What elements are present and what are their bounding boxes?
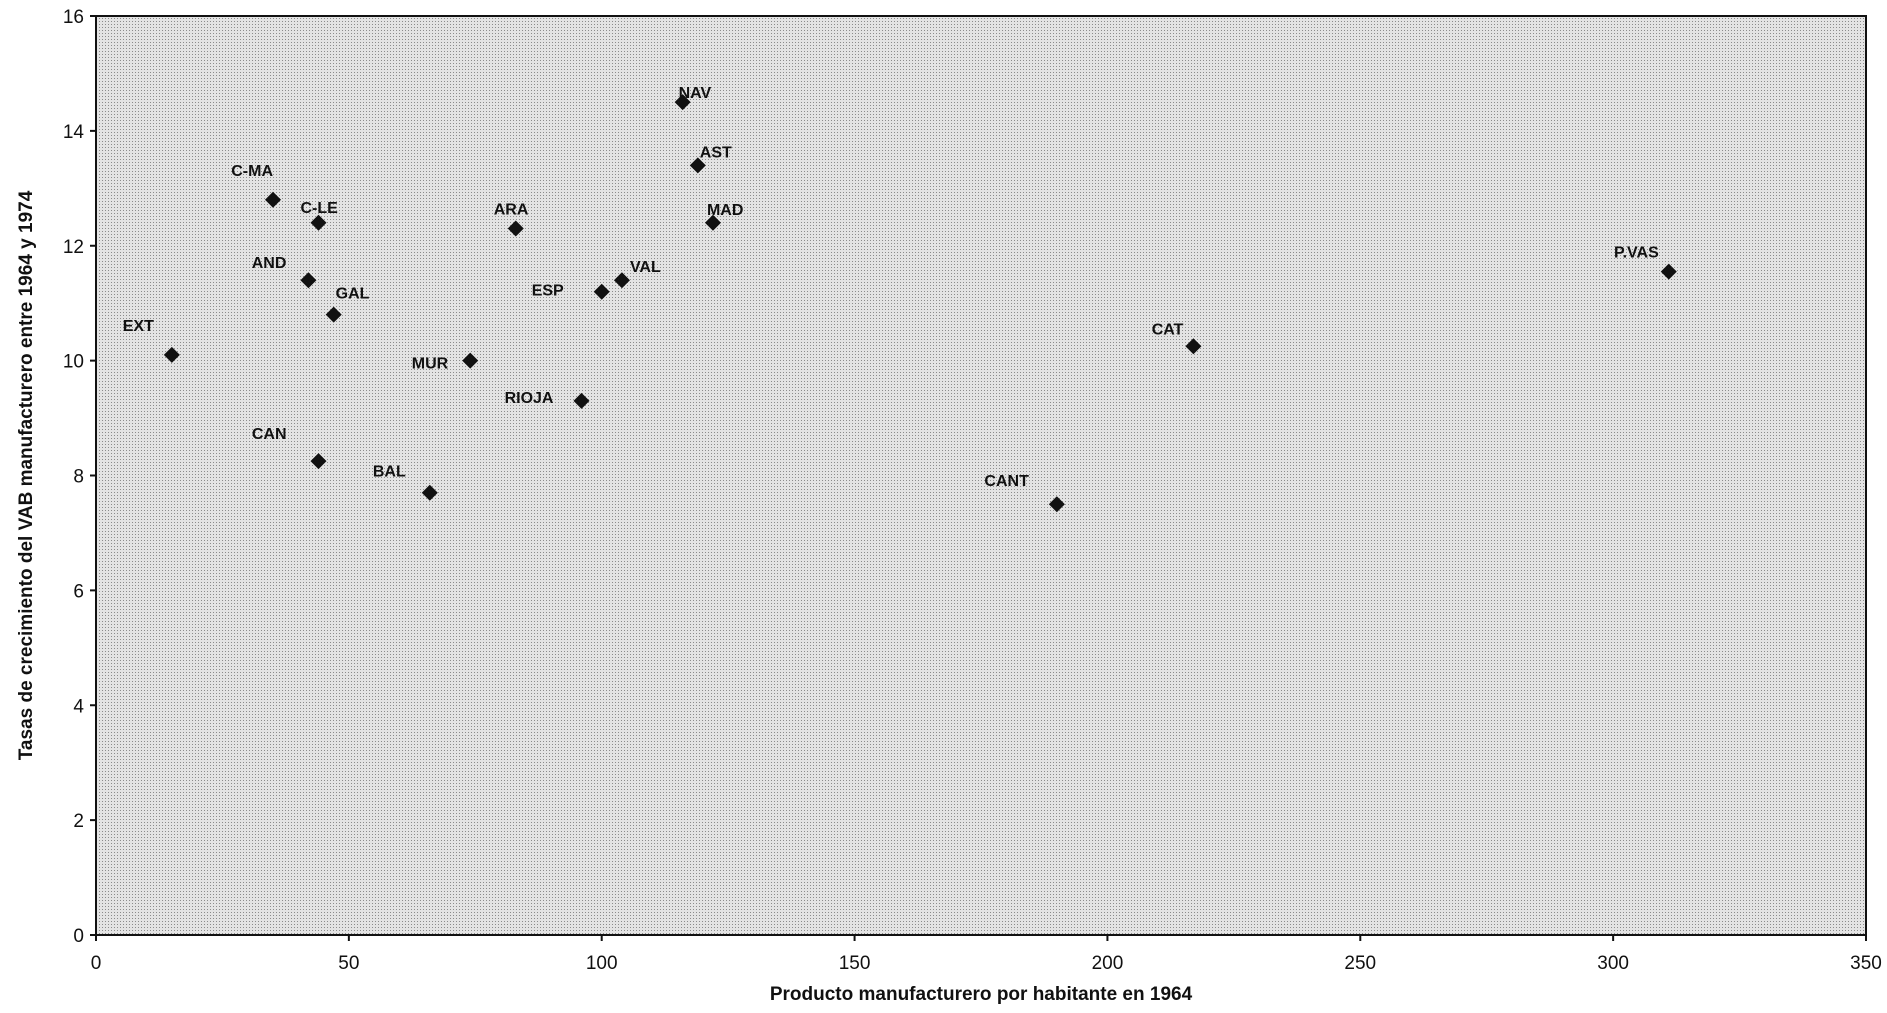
data-point-marker	[421, 484, 438, 501]
data-point-label: C-MA	[231, 163, 273, 180]
data-point-label: RIOJA	[505, 390, 554, 407]
x-tick-label: 50	[338, 953, 359, 974]
data-point-marker	[593, 283, 610, 300]
y-tick-label: 4	[73, 696, 84, 717]
data-point-label: NAV	[679, 85, 712, 102]
data-point-label: CANT	[984, 473, 1029, 490]
data-point-label: C-LE	[301, 200, 339, 217]
x-tick-label: 150	[839, 953, 871, 974]
data-point-label: MAD	[707, 202, 743, 219]
x-axis-title: Producto manufacturero por habitante en …	[770, 984, 1193, 1005]
data-point-label: EXT	[123, 318, 154, 335]
y-tick-label: 10	[63, 352, 84, 373]
data-points: EXT C-MA AND C-LE CAN GAL BAL MUR ARA RIOJA ESP VAL…	[123, 85, 1677, 513]
data-point-marker	[1185, 338, 1202, 355]
data-point-label: AST	[700, 144, 732, 161]
y-tick-label: 0	[73, 926, 84, 947]
data-point-label: MUR	[412, 356, 449, 373]
y-axis-title: Tasas de crecimiento del VAB manufacture…	[16, 190, 37, 760]
y-tick-label: 6	[73, 581, 84, 602]
data-point-label: P.VAS	[1614, 245, 1659, 262]
data-point-marker	[163, 346, 180, 363]
data-point-label: GAL	[336, 286, 370, 303]
data-point-label: BAL	[373, 464, 406, 481]
x-tick-label: 350	[1850, 953, 1882, 974]
data-point-label: AND	[252, 255, 287, 272]
data-point-marker	[462, 352, 479, 369]
data-point-marker	[573, 392, 590, 409]
data-point-label: CAN	[252, 426, 287, 443]
x-tick-label: 300	[1597, 953, 1629, 974]
y-tick-label: 2	[73, 811, 84, 832]
plot-area	[95, 15, 1867, 936]
data-point-label: CAT	[1152, 321, 1184, 338]
data-point-label: ESP	[532, 283, 564, 300]
x-tick-label: 200	[1092, 953, 1124, 974]
y-axis: 0 2 4 6 8 10 12 14 16	[63, 7, 96, 947]
data-point-label: ARA	[494, 202, 529, 219]
data-point-marker	[507, 220, 524, 237]
y-tick-label: 8	[73, 467, 84, 488]
x-tick-label: 0	[91, 953, 102, 974]
data-point-label: VAL	[630, 259, 661, 276]
y-tick-label: 14	[63, 122, 85, 143]
data-point-marker	[613, 272, 630, 289]
data-point-marker	[1660, 263, 1677, 280]
y-tick-label: 12	[63, 237, 84, 258]
x-tick-label: 250	[1344, 953, 1376, 974]
data-point-marker	[689, 157, 706, 174]
data-point-marker	[325, 306, 342, 323]
x-axis: 0 50 100 150 200 250 300 350	[91, 935, 1882, 974]
data-point-marker	[310, 453, 327, 470]
data-point-marker	[310, 214, 327, 231]
data-point-marker	[300, 272, 317, 289]
y-tick-label: 16	[63, 7, 84, 28]
data-point-marker	[265, 191, 281, 208]
x-tick-label: 100	[586, 953, 618, 974]
data-point-marker	[674, 94, 691, 111]
data-point-marker	[1048, 496, 1065, 513]
data-point-marker	[704, 214, 721, 231]
